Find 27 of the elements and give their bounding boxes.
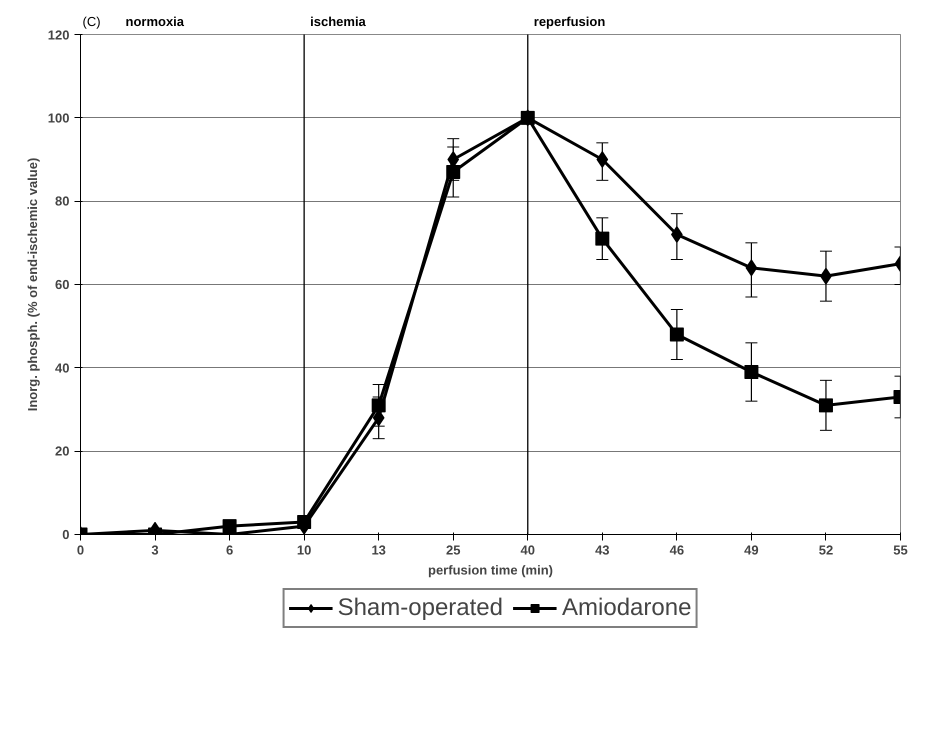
x-tick-label: 0 (76, 542, 84, 558)
text: (C) (82, 14, 101, 29)
y-tick-label: 20 (55, 444, 70, 459)
ref-line-label: reperfusion (534, 14, 606, 29)
x-tick-label: 40 (520, 542, 536, 558)
x-tick-label: 6 (226, 542, 234, 558)
y-tick-label: 60 (55, 277, 70, 292)
x-tick-label: 46 (670, 542, 684, 558)
x-tick-label: 52 (818, 542, 834, 558)
y-axis-title: Inorg. phosph. (% of end-ischemic value) (24, 158, 40, 412)
y-tick-label: 0 (62, 527, 70, 542)
y-tick-label: 100 (48, 110, 70, 126)
x-tick-label: 55 (893, 542, 908, 558)
x-tick-label: 49 (744, 542, 759, 558)
y-tick-label: 120 (48, 28, 70, 42)
y-tick-label: 80 (55, 194, 70, 209)
y-tick-label: 40 (55, 360, 70, 376)
text: normoxia (126, 14, 185, 29)
legend-label: Sham-operated (338, 594, 504, 622)
x-tick-label: 3 (151, 542, 159, 558)
x-axis-title: perfusion time (min) (428, 562, 553, 578)
x-tick-label: 13 (371, 542, 386, 558)
x-tick-label: 25 (446, 542, 460, 558)
x-tick-label: 10 (296, 542, 312, 558)
ref-line-label: ischemia (310, 14, 367, 29)
legend-label: Amiodarone (562, 594, 692, 622)
x-tick-label: 43 (595, 542, 610, 558)
